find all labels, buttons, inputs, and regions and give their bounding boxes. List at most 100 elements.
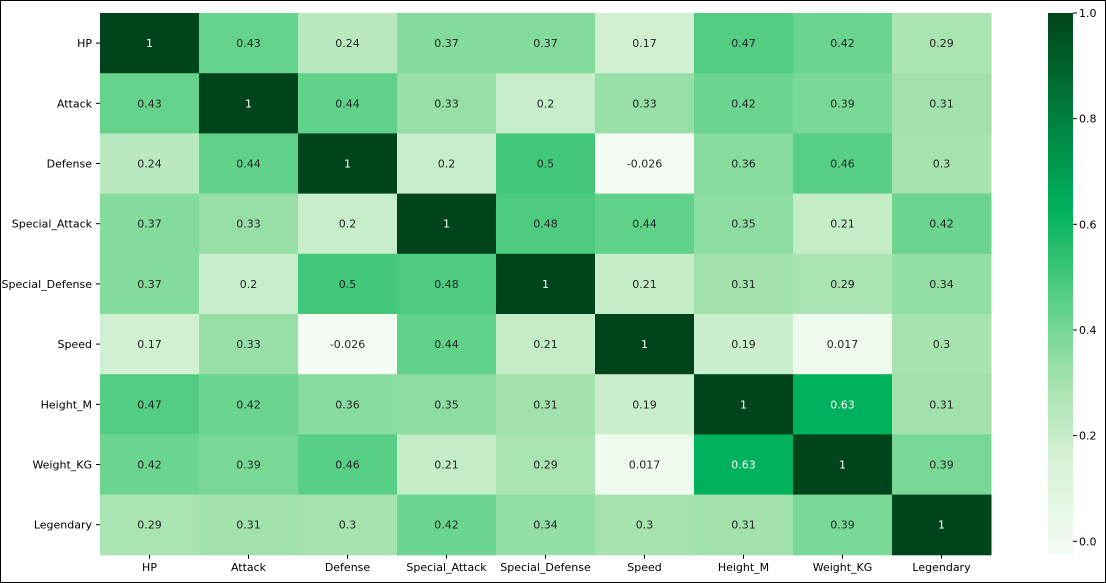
- colorbar-tick-label: 0.4: [1079, 324, 1097, 337]
- cell-value-label: 0.42: [731, 97, 756, 110]
- cell-value-label: 0.2: [537, 97, 555, 110]
- cell-value-label: 1: [938, 519, 945, 532]
- cell-value-label: 0.43: [236, 37, 261, 50]
- cell-value-label: 0.5: [537, 158, 555, 171]
- heatmap-cell: [892, 494, 992, 556]
- heatmap-cell: [595, 13, 695, 74]
- cell-value-label: 1: [443, 218, 450, 231]
- heatmap-cell: [793, 374, 893, 435]
- heatmap-cell: [397, 253, 497, 315]
- y-tick-label: Speed: [58, 338, 92, 351]
- x-tick-label: Special_Attack: [406, 561, 487, 574]
- heatmap-cell: [694, 314, 794, 375]
- heatmap-cell: [397, 13, 497, 74]
- heatmap-cell: [298, 374, 398, 435]
- cell-value-label: 0.43: [137, 97, 162, 110]
- cell-value-label: 0.29: [929, 37, 954, 50]
- colorbar-tick-label: 0.0: [1079, 535, 1097, 548]
- heatmap-cell: [496, 494, 596, 556]
- heatmap-cell: [595, 314, 695, 375]
- heatmap-cell: [298, 494, 398, 556]
- heatmap-cell: [298, 73, 398, 134]
- cell-value-label: 0.5: [339, 278, 357, 291]
- cell-value-label: 0.36: [335, 398, 360, 411]
- cell-value-label: 0.39: [236, 459, 261, 472]
- cell-value-label: 0.33: [236, 218, 261, 231]
- heatmap-cell: [496, 253, 596, 315]
- heatmap-cell: [793, 434, 893, 496]
- cell-value-label: 0.24: [137, 158, 162, 171]
- colorbar: 0.0 0.2 0.4 0.6 0.8 1.0: [1048, 7, 1097, 555]
- cell-value-label: 0.21: [632, 278, 657, 291]
- cell-value-label: 0.46: [830, 158, 855, 171]
- colorbar-tick-label: 1.0: [1079, 7, 1097, 20]
- heatmap-cell: [496, 133, 596, 195]
- cell-value-label: 0.37: [137, 278, 162, 291]
- heatmap-cell: [694, 133, 794, 195]
- heatmap-cell: [496, 434, 596, 496]
- heatmap-cell: [892, 73, 992, 134]
- cell-value-label: 0.3: [933, 158, 951, 171]
- heatmap-cell: [892, 374, 992, 435]
- cell-value-label: 0.3: [933, 338, 951, 351]
- heatmap-cell: [595, 193, 695, 255]
- cell-value-label: 0.17: [137, 338, 162, 351]
- heatmap-cell: [595, 73, 695, 134]
- heatmap-cell: [595, 494, 695, 556]
- heatmap-cell: [496, 73, 596, 134]
- heatmap-cell: [694, 73, 794, 134]
- heatmap-cell: [892, 434, 992, 496]
- heatmap-cell: [100, 434, 200, 496]
- cell-value-label: 0.37: [434, 37, 459, 50]
- cell-value-label: 0.63: [830, 398, 855, 411]
- x-axis-ticks: HP Attack Defense Special_Attack Special_Def…: [142, 554, 971, 574]
- y-tick-label: Defense: [47, 158, 93, 171]
- heatmap-cell: [199, 434, 299, 496]
- cell-value-label: 0.17: [632, 37, 657, 50]
- heatmap-cell: [199, 193, 299, 255]
- x-tick-label: Special_Defense: [500, 561, 591, 574]
- heatmap-cell: [595, 253, 695, 315]
- heatmap-cell: [199, 73, 299, 134]
- cell-value-label: 0.34: [533, 519, 558, 532]
- cell-value-label: 0.2: [438, 158, 456, 171]
- heatmap-cell: [100, 133, 200, 195]
- y-tick-label: Weight_KG: [32, 459, 92, 472]
- cell-value-label: 0.37: [137, 218, 162, 231]
- cell-value-label: 0.31: [236, 519, 261, 532]
- heatmap-cell: [892, 133, 992, 195]
- cell-value-label: 0.35: [731, 218, 756, 231]
- heatmap-cell: [199, 374, 299, 435]
- heatmap-cell: [892, 193, 992, 255]
- heatmap-cell: [100, 494, 200, 556]
- heatmap-cell: [298, 13, 398, 74]
- cell-value-label: 0.017: [827, 338, 859, 351]
- heatmap-cell: [100, 253, 200, 315]
- cell-value-label: 0.017: [629, 459, 661, 472]
- heatmap-cell: [100, 73, 200, 134]
- cell-value-label: 0.2: [339, 218, 357, 231]
- cell-value-label: 0.44: [632, 218, 657, 231]
- x-tick-label: Attack: [231, 561, 267, 574]
- cell-value-label: 0.31: [929, 398, 954, 411]
- cell-value-label: -0.026: [627, 158, 662, 171]
- cell-value-label: 0.31: [533, 398, 558, 411]
- heatmap-cell: [694, 374, 794, 435]
- x-tick-label: Height_M: [718, 561, 769, 574]
- cell-value-label: 0.35: [434, 398, 459, 411]
- cell-value-label: 0.29: [137, 519, 162, 532]
- cell-value-label: 0.2: [240, 278, 258, 291]
- heatmap-cell: [397, 494, 497, 556]
- x-tick-label: Speed: [627, 561, 661, 574]
- heatmap-cell: [793, 494, 893, 556]
- heatmap-cell: [100, 13, 200, 74]
- heatmap-cell: [496, 374, 596, 435]
- cell-value-label: 0.48: [533, 218, 558, 231]
- heatmap-cell: [496, 13, 596, 74]
- colorbar-tick-label: 0.2: [1079, 430, 1097, 443]
- cell-value-label: 0.42: [929, 218, 954, 231]
- heatmap-cell: [595, 434, 695, 496]
- y-tick-label: Special_Defense: [2, 278, 93, 291]
